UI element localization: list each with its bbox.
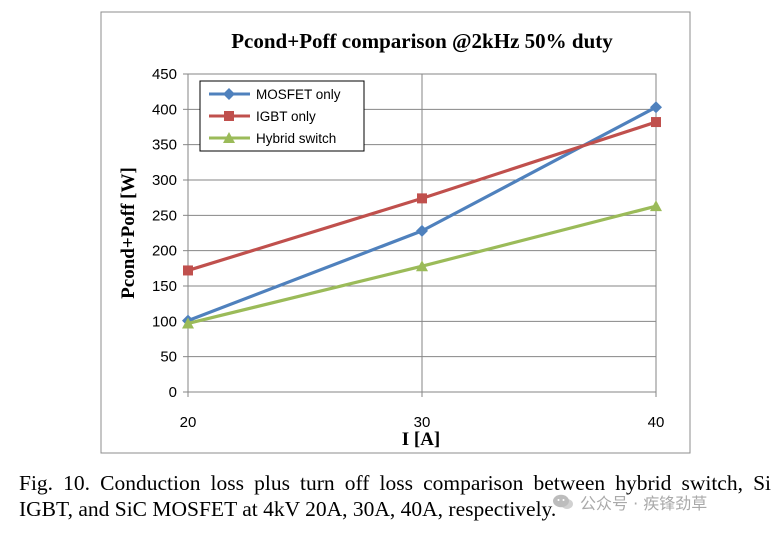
data-point-hybrid-switch [416,260,428,272]
legend-marker [223,88,235,100]
x-tick-labels: 20 30 40 [180,414,665,431]
x-tick-label: 40 [648,414,665,431]
y-tick-label: 300 [152,172,177,189]
y-tick-label: 450 [152,66,177,83]
y-axis-label: Pcond+Poff [W] [118,167,139,299]
watermark: 公众号 · 疾锋劲草 [552,490,707,514]
x-tick-label: 20 [180,414,197,431]
y-tick-label: 50 [160,349,177,366]
data-series [182,101,662,329]
watermark-text: 公众号 · 疾锋劲草 [580,494,708,513]
series-hybrid-switch [182,200,662,329]
figure-caption: Fig. 10. Conduction loss plus turn off l… [19,471,771,521]
data-point-mosfet-only [416,224,428,237]
data-point-igbt-only [651,117,661,128]
chart-area [100,11,691,454]
legend-item-mosfet-only: MOSFET only [209,87,341,102]
x-tick-label: 30 [414,414,431,431]
legend: MOSFET only IGBT only Hybrid switch [199,80,365,152]
data-point-igbt-only [183,265,193,276]
legend-label: IGBT only [256,109,316,124]
legend-label: Hybrid switch [256,131,336,146]
wechat-icon [553,494,573,509]
legend-item-igbt-only: IGBT only [209,109,316,124]
data-point-mosfet-only [650,101,662,114]
legend-label: MOSFET only [256,87,341,102]
y-tick-label: 350 [152,137,177,154]
y-tick-label: 100 [152,313,177,330]
y-tick-label: 200 [152,243,177,260]
y-tick-label: 0 [169,384,177,401]
data-point-hybrid-switch [650,200,662,212]
y-tick-label: 400 [152,101,177,118]
data-point-igbt-only [417,193,427,204]
y-tick-labels: 0 50 100 150 200 250 300 350 400 450 [152,66,177,401]
legend-entries: MOSFET only IGBT only Hybrid switch [209,87,341,146]
y-tick-label: 250 [152,207,177,224]
chart-title: Pcond+Poff comparison @2kHz 50% duty [231,29,613,53]
legend-marker [224,111,234,121]
x-axis-label: I [A] [402,429,441,450]
legend-item-hybrid-switch: Hybrid switch [209,131,336,146]
plot-border [187,73,657,393]
y-tick-label: 150 [152,278,177,295]
series-igbt-only [183,117,661,276]
data-point-hybrid-switch [182,317,194,329]
chart-figure: Pcond+Poff comparison @2kHz 50% duty 0 50… [100,11,691,454]
legend-marker [223,132,235,143]
